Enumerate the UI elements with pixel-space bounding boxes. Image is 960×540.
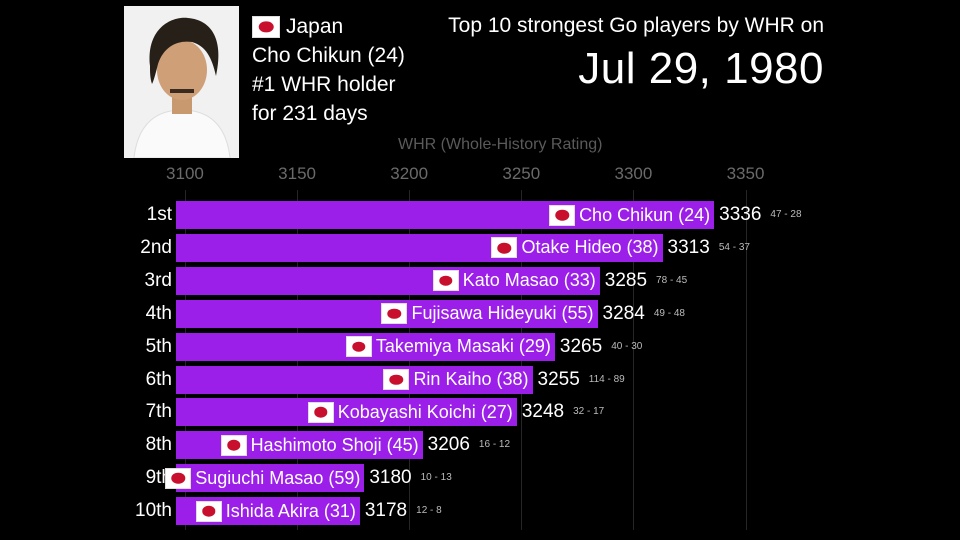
bar-label: Fujisawa Hideyuki (55) bbox=[381, 300, 594, 328]
value-label: 3255 bbox=[537, 368, 580, 390]
japan-flag-icon bbox=[195, 500, 222, 522]
japan-flag-icon bbox=[491, 237, 518, 259]
x-tick-label: 3150 bbox=[278, 164, 316, 183]
bar-label: Sugiuchi Masao (59) bbox=[165, 464, 360, 492]
bar-9: Sugiuchi Masao (59) bbox=[165, 464, 365, 493]
player-name: Takemiya Masaki (29) bbox=[375, 336, 551, 357]
bar-10: Ishida Akira (31) bbox=[176, 497, 360, 526]
holder-country-row: Japan bbox=[252, 12, 405, 41]
value-label: 3248 bbox=[521, 401, 565, 423]
player-name: Fujisawa Hideyuki (55) bbox=[411, 303, 594, 324]
x-axis-title: WHR (Whole-History Rating) bbox=[398, 136, 603, 153]
value-label: 3336 bbox=[719, 204, 762, 225]
x-tick-label: 3300 bbox=[614, 164, 653, 183]
rank-label: 5th bbox=[145, 335, 172, 357]
x-tick-label: 3250 bbox=[502, 164, 541, 183]
japan-flag-icon bbox=[432, 270, 459, 292]
rank-label: 1st bbox=[146, 204, 172, 225]
bar-label: Ishida Akira (31) bbox=[195, 497, 356, 525]
player-photo bbox=[124, 6, 239, 158]
win-loss-record: 40 - 30 bbox=[611, 340, 643, 352]
gridline-3350 bbox=[746, 190, 747, 530]
value-label: 3178 bbox=[364, 500, 408, 522]
japan-flag-icon bbox=[220, 434, 247, 456]
gridline-3300 bbox=[633, 190, 634, 530]
player-name: Rin Kaiho (38) bbox=[413, 369, 529, 389]
bar-7: Kobayashi Koichi (27) bbox=[176, 398, 517, 427]
x-tick-label: 3100 bbox=[166, 164, 204, 183]
bar-label: Kobayashi Koichi (27) bbox=[307, 398, 513, 426]
holder-title: #1 WHR holder bbox=[252, 73, 396, 96]
rank-label: 7th bbox=[145, 401, 172, 423]
japan-flag-icon bbox=[345, 336, 372, 358]
japan-flag-icon bbox=[549, 204, 576, 226]
japan-flag-icon bbox=[252, 15, 280, 38]
win-loss-record: 54 - 37 bbox=[718, 241, 750, 253]
x-tick-label: 3200 bbox=[390, 164, 429, 183]
win-loss-record: 49 - 48 bbox=[653, 307, 685, 319]
x-tick-label: 3350 bbox=[726, 164, 765, 183]
rank-label: 2nd bbox=[140, 236, 172, 258]
win-loss-record: 114 - 89 bbox=[588, 373, 625, 385]
value-label: 3313 bbox=[667, 236, 710, 258]
chart-subtitle: Top 10 strongest Go players by WHR on bbox=[448, 14, 824, 37]
rank-label: 4th bbox=[145, 302, 172, 324]
japan-flag-icon bbox=[381, 303, 408, 325]
bar-label: Kato Masao (33) bbox=[432, 267, 596, 295]
win-loss-record: 10 - 13 bbox=[420, 472, 452, 484]
player-name: Cho Chikun (24) bbox=[579, 204, 711, 225]
player-name: Kobayashi Koichi (27) bbox=[337, 401, 513, 422]
player-name: Otake Hideo (38) bbox=[521, 237, 659, 258]
rank-label: 6th bbox=[145, 368, 172, 390]
holder-duration: for 231 days bbox=[252, 102, 368, 125]
rank-label: 8th bbox=[145, 434, 172, 456]
bar-2: Otake Hideo (38) bbox=[176, 233, 663, 262]
win-loss-record: 32 - 17 bbox=[573, 406, 605, 418]
japan-flag-icon bbox=[383, 369, 410, 390]
bar-6: Rin Kaiho (38) bbox=[176, 365, 533, 394]
player-portrait-image bbox=[124, 6, 239, 158]
bar-label: Hashimoto Shoji (45) bbox=[220, 431, 419, 459]
record-holder-info: Japan Cho Chikun (24) #1 WHR holder for … bbox=[252, 12, 405, 128]
bar-label: Rin Kaiho (38) bbox=[383, 366, 529, 394]
bar-3: Kato Masao (33) bbox=[176, 266, 600, 295]
win-loss-record: 47 - 28 bbox=[770, 209, 802, 220]
bar-label: Takemiya Masaki (29) bbox=[345, 333, 551, 361]
rank-label: 3rd bbox=[144, 269, 172, 291]
player-name: Kato Masao (33) bbox=[462, 270, 596, 291]
value-label: 3180 bbox=[369, 467, 412, 489]
win-loss-record: 78 - 45 bbox=[656, 274, 688, 286]
player-name: Ishida Akira (31) bbox=[225, 500, 356, 521]
japan-flag-icon bbox=[307, 401, 334, 423]
win-loss-record: 16 - 12 bbox=[478, 439, 511, 451]
bar-label: Otake Hideo (38) bbox=[491, 234, 659, 262]
player-name: Hashimoto Shoji (45) bbox=[250, 434, 419, 455]
win-loss-record: 12 - 8 bbox=[416, 505, 442, 517]
value-label: 3284 bbox=[602, 302, 645, 324]
bar-5: Takemiya Masaki (29) bbox=[176, 332, 555, 361]
bar-1: Cho Chikun (24) bbox=[176, 201, 715, 229]
value-label: 3265 bbox=[559, 335, 603, 357]
holder-country: Japan bbox=[286, 15, 344, 38]
chart-date: Jul 29, 1980 bbox=[578, 44, 824, 93]
holder-name: Cho Chikun (24) bbox=[252, 44, 405, 67]
player-name: Sugiuchi Masao (59) bbox=[195, 467, 361, 488]
japan-flag-icon bbox=[165, 467, 192, 489]
value-label: 3206 bbox=[427, 434, 470, 456]
rank-label: 10th bbox=[135, 500, 172, 522]
bar-8: Hashimoto Shoji (45) bbox=[176, 431, 423, 460]
bar-label: Cho Chikun (24) bbox=[549, 201, 710, 229]
value-label: 3285 bbox=[604, 269, 648, 291]
chart-headline: Top 10 strongest Go players by WHR on Ju… bbox=[448, 14, 824, 94]
bar-4: Fujisawa Hideyuki (55) bbox=[176, 299, 598, 328]
